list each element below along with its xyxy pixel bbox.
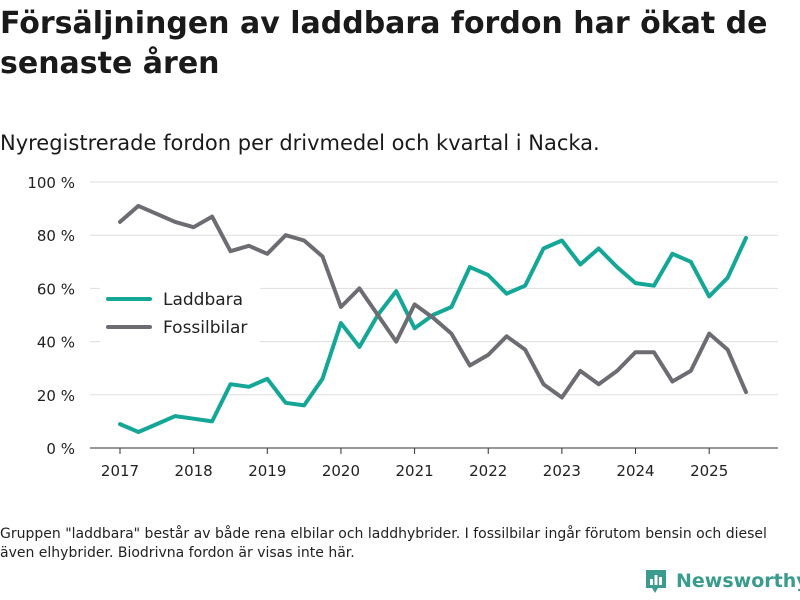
series-lines [118, 203, 748, 434]
y-tick-label: 0 % [46, 440, 75, 458]
x-axis: 2017 2018 2019 2020 2021 2022 2023 2024 2025 [90, 447, 778, 480]
footnote: Gruppen "laddbara" består av både rena e… [0, 526, 767, 561]
x-tick-label: 2024 [616, 462, 654, 480]
y-tick-label: 100 % [27, 174, 75, 192]
x-tick-label: 2022 [469, 462, 507, 480]
x-tick-label: 2020 [322, 462, 360, 480]
x-tick-label: 2025 [690, 462, 728, 480]
y-tick-label: 60 % [37, 280, 75, 298]
x-tick-label: 2023 [543, 462, 581, 480]
x-tick-label: 2018 [175, 462, 213, 480]
legend-label: Laddbara [163, 290, 243, 310]
chart-subtitle: Nyregistrerade fordon per drivmedel och … [0, 131, 600, 155]
series-line-laddbara [118, 235, 748, 434]
x-tick-label: 2021 [395, 462, 433, 480]
y-axis-tick-labels: 0 % 20 % 40 % 60 % 80 % 100 % [27, 174, 75, 458]
y-tick-label: 80 % [37, 227, 75, 245]
y-tick-label: 20 % [37, 387, 75, 405]
x-tick-label: 2019 [248, 462, 286, 480]
brand-logo[interactable]: Newsworthy [644, 568, 800, 594]
x-tick-label: 2017 [101, 462, 139, 480]
legend-background [100, 282, 260, 344]
y-tick-label: 40 % [37, 334, 75, 352]
newsworthy-logo-icon [646, 570, 666, 593]
series-line-fossilbilar [118, 203, 748, 400]
legend-label: Fossilbilar [163, 318, 247, 338]
brand-name: Newsworthy [676, 570, 800, 592]
chart-title: Försäljningen av laddbara fordon har öka… [0, 6, 768, 81]
legend: Laddbara Fossilbilar [100, 282, 260, 344]
